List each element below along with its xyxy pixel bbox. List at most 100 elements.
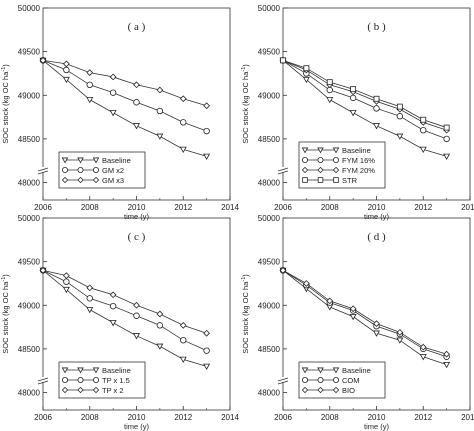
data-point xyxy=(109,302,117,310)
data-point xyxy=(86,81,93,88)
data-point xyxy=(86,306,94,314)
panel-label: ( b ) xyxy=(367,21,386,33)
legend-label: Baseline xyxy=(342,146,371,155)
data-series xyxy=(39,57,210,135)
legend-marker xyxy=(317,177,324,183)
legend-marker xyxy=(77,376,84,383)
x-axis-label: time (y) xyxy=(124,212,150,221)
series-line xyxy=(282,59,447,128)
data-point xyxy=(349,305,357,313)
data-point xyxy=(109,110,117,117)
legend-label: FYM 16% xyxy=(342,156,375,165)
legend-label: Baseline xyxy=(102,156,131,165)
legend-marker xyxy=(301,166,309,174)
series-line xyxy=(42,60,207,157)
y-tick-label: 48000 xyxy=(258,179,281,188)
legend-marker xyxy=(317,386,324,394)
legend-marker xyxy=(332,147,340,154)
x-tick-label: 2006 xyxy=(274,203,292,212)
data-series xyxy=(39,57,211,160)
data-point xyxy=(156,86,164,94)
x-tick-label: 2008 xyxy=(81,203,99,212)
chart-panel: 2006 2008 2010 2012 2014 48000 48500 49000 49500… xyxy=(1,4,239,221)
data-point xyxy=(443,361,451,369)
legend-marker xyxy=(301,386,309,394)
legend-marker xyxy=(93,166,100,173)
data-point xyxy=(109,89,117,96)
data-point xyxy=(63,272,70,279)
x-tick-label: 2014 xyxy=(221,413,239,422)
data-point xyxy=(419,146,427,154)
x-tick-label: 2014 xyxy=(461,413,474,422)
y-tick-label: 49000 xyxy=(258,91,281,100)
data-point xyxy=(133,333,140,340)
data-point xyxy=(203,153,211,160)
legend-label: COM xyxy=(342,376,360,385)
y-tick-label: 49000 xyxy=(18,301,41,310)
series-line xyxy=(282,60,447,157)
data-point xyxy=(373,95,380,102)
data-series xyxy=(39,267,210,354)
data-point xyxy=(419,343,427,351)
y-axis-label-text: SOC stock (kg OC ha xyxy=(1,71,10,144)
data-point xyxy=(179,146,187,154)
y-axis-label-superscript: -1 xyxy=(1,277,7,282)
data-series xyxy=(39,266,210,337)
legend-marker xyxy=(77,176,84,184)
y-tick-label: 50000 xyxy=(258,4,281,13)
data-point xyxy=(396,337,404,344)
axis-break-line xyxy=(277,167,289,172)
legend-label: Baseline xyxy=(102,366,131,375)
y-tick-label: 48500 xyxy=(258,345,281,354)
data-point xyxy=(326,79,333,86)
data-point xyxy=(109,291,117,299)
data-point xyxy=(373,320,380,327)
data-point xyxy=(109,320,117,327)
legend-label: BIO xyxy=(342,386,355,395)
panel-label: ( a ) xyxy=(128,21,146,33)
series-line xyxy=(282,270,447,358)
y-axis-label: SOC stock (kg OC ha-1) xyxy=(1,274,10,354)
legend-marker xyxy=(332,156,339,163)
data-point xyxy=(39,266,47,274)
y-axis-label-text: SOC stock (kg OC ha xyxy=(241,71,250,144)
data-point xyxy=(420,126,427,134)
x-tick-label: 2008 xyxy=(321,203,339,212)
axis-break-line xyxy=(277,380,289,385)
x-tick-label: 2012 xyxy=(174,203,192,212)
legend-marker xyxy=(317,156,324,163)
x-tick-label: 2006 xyxy=(274,413,292,422)
legend-marker xyxy=(92,386,100,394)
data-point xyxy=(180,336,187,344)
legend-marker xyxy=(317,166,324,174)
y-axis-label: SOC stock (kg OC ha-1) xyxy=(241,64,250,144)
series-line xyxy=(42,59,207,132)
y-tick-label: 48000 xyxy=(258,389,281,398)
data-point xyxy=(156,322,164,329)
legend-marker xyxy=(62,376,69,383)
legend-marker xyxy=(333,177,339,183)
legend-marker xyxy=(302,177,308,183)
y-tick-label: 50000 xyxy=(18,214,41,223)
legend-marker xyxy=(77,157,84,164)
legend-marker xyxy=(92,176,100,184)
data-point xyxy=(396,328,404,336)
y-tick-label: 49500 xyxy=(18,48,41,57)
data-point xyxy=(349,110,357,117)
series-line xyxy=(282,270,447,355)
legend-marker xyxy=(301,147,309,154)
data-point xyxy=(86,295,93,302)
x-axis-label: time (y) xyxy=(364,422,390,431)
data-point xyxy=(396,103,403,110)
data-point xyxy=(86,96,94,104)
y-axis-label-close: ) xyxy=(1,64,10,67)
y-tick-label: 49000 xyxy=(18,91,41,100)
data-point xyxy=(63,60,70,68)
legend-marker xyxy=(93,376,100,383)
data-point xyxy=(179,321,187,329)
y-tick-label: 49500 xyxy=(258,258,281,267)
x-tick-label: 2010 xyxy=(128,203,146,212)
x-tick-label: 2008 xyxy=(81,413,99,422)
